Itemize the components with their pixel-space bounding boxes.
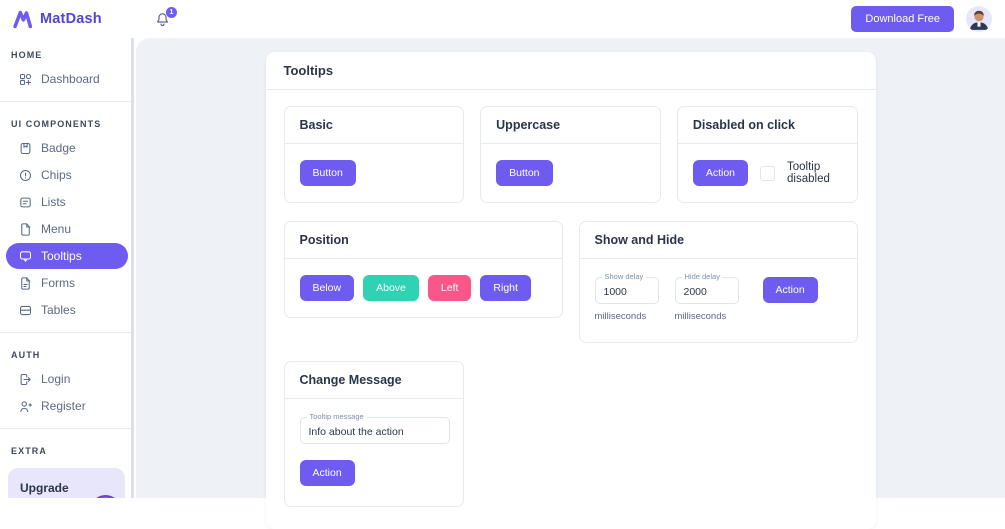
panel-basic: Basic Button: [284, 106, 465, 203]
hide-delay-helper: milliseconds: [675, 311, 739, 322]
tooltips-card-body: Basic Button Uppercase Button Disabled o…: [266, 90, 876, 529]
sidebar-item-label: Tables: [41, 303, 76, 317]
top-header: MatDash 1 Download Free: [0, 0, 1005, 38]
sidebar-item-menu[interactable]: Menu: [6, 216, 125, 242]
sidebar-item-tables[interactable]: Tables: [6, 297, 125, 323]
show-delay-label: Show delay: [602, 272, 647, 281]
sidebar-item-badge[interactable]: Badge: [6, 135, 125, 161]
sidebar-item-label: Badge: [41, 141, 76, 155]
panel-basic-title: Basic: [285, 107, 464, 144]
tooltip-message-input[interactable]: [300, 417, 450, 444]
change-message-action-button[interactable]: Action: [300, 460, 355, 486]
sidebar-item-login[interactable]: Login: [6, 366, 125, 392]
divider: [0, 101, 131, 102]
notification-badge: 1: [166, 7, 177, 18]
sidebar-item-label: Login: [41, 372, 70, 386]
disabled-action-button[interactable]: Action: [693, 160, 748, 186]
register-icon: [17, 398, 33, 414]
panel-position: Position Below Above Left Right: [284, 221, 563, 318]
position-above-button[interactable]: Above: [363, 275, 419, 301]
panel-disabled-title: Disabled on click: [678, 107, 857, 144]
show-delay-input[interactable]: [595, 277, 659, 304]
user-avatar[interactable]: [966, 6, 992, 32]
divider: [0, 428, 131, 429]
sidebar-item-label: Tooltips: [41, 249, 82, 263]
page-title: Tooltips: [266, 52, 876, 90]
section-label-extra: EXTRA: [0, 438, 131, 462]
hide-delay-group: Hide delay milliseconds: [675, 277, 739, 322]
position-left-button[interactable]: Left: [428, 275, 472, 301]
lists-icon: [17, 194, 33, 210]
sidebar-item-dashboard[interactable]: Dashboard: [6, 66, 125, 92]
panel-uppercase: Uppercase Button: [480, 106, 661, 203]
sidebar-item-label: Dashboard: [41, 72, 100, 86]
tables-icon: [17, 302, 33, 318]
avatar-image: [966, 6, 992, 32]
tooltips-card: Tooltips Basic Button Uppercase Button D…: [266, 52, 876, 529]
upgrade-card: Upgrade to pro Buy Pro Rp: [8, 468, 125, 498]
sidebar-item-lists[interactable]: Lists: [6, 189, 125, 215]
panel-show-and-hide: Show and Hide Show delay milliseconds Hi…: [579, 221, 858, 343]
section-label-home: HOME: [0, 42, 131, 66]
sidebar-item-label: Menu: [41, 222, 71, 236]
show-delay-helper: milliseconds: [595, 311, 659, 322]
panel-change-message-title: Change Message: [285, 362, 464, 399]
sidebar-item-label: Register: [41, 399, 86, 413]
sidebar-item-forms[interactable]: Forms: [6, 270, 125, 296]
tooltip-message-label: Tooltip message: [307, 412, 367, 421]
panel-show-hide-title: Show and Hide: [580, 222, 857, 259]
panel-position-title: Position: [285, 222, 562, 259]
download-free-button[interactable]: Download Free: [851, 6, 954, 32]
sidebar-item-label: Chips: [41, 168, 72, 182]
matdash-logo-icon: [12, 9, 33, 30]
sidebar-item-label: Forms: [41, 276, 75, 290]
tooltip-disabled-checkbox[interactable]: [760, 166, 775, 181]
uppercase-tooltip-button[interactable]: Button: [496, 160, 552, 186]
menu-icon: [17, 221, 33, 237]
panel-uppercase-title: Uppercase: [481, 107, 660, 144]
badge-icon: [17, 140, 33, 156]
dashboard-icon: [17, 71, 33, 87]
show-hide-action-button[interactable]: Action: [763, 277, 818, 303]
panel-change-message: Change Message Tooltip message Action: [284, 361, 465, 507]
position-right-button[interactable]: Right: [480, 275, 531, 301]
sidebar-item-label: Lists: [41, 195, 66, 209]
chips-icon: [17, 167, 33, 183]
divider: [0, 332, 131, 333]
section-label-auth: AUTH: [0, 342, 131, 366]
position-below-button[interactable]: Below: [300, 275, 355, 301]
sidebar-scrollbar[interactable]: [131, 38, 134, 498]
brand-logo[interactable]: MatDash: [0, 9, 132, 30]
rupiah-coin-icon: Rp: [79, 492, 123, 498]
main-content: Tooltips Basic Button Uppercase Button D…: [136, 38, 1005, 498]
brand-name: MatDash: [40, 11, 102, 27]
sidebar-item-tooltips[interactable]: Tooltips: [6, 243, 128, 269]
notifications-button[interactable]: 1: [154, 11, 171, 28]
sidebar-item-chips[interactable]: Chips: [6, 162, 125, 188]
show-delay-group: Show delay milliseconds: [595, 277, 659, 322]
sidebar-item-register[interactable]: Register: [6, 393, 125, 419]
panel-disabled-on-click: Disabled on click Action Tooltip disable…: [677, 106, 858, 203]
tooltip-icon: [17, 248, 33, 264]
login-icon: [17, 371, 33, 387]
tooltip-disabled-label: Tooltip disabled: [787, 161, 841, 185]
hide-delay-label: Hide delay: [682, 272, 723, 281]
basic-tooltip-button[interactable]: Button: [300, 160, 356, 186]
hide-delay-input[interactable]: [675, 277, 739, 304]
section-label-ui-components: UI COMPONENTS: [0, 111, 131, 135]
forms-icon: [17, 275, 33, 291]
sidebar: HOME Dashboard UI COMPONENTS Badge Chips: [0, 38, 131, 498]
